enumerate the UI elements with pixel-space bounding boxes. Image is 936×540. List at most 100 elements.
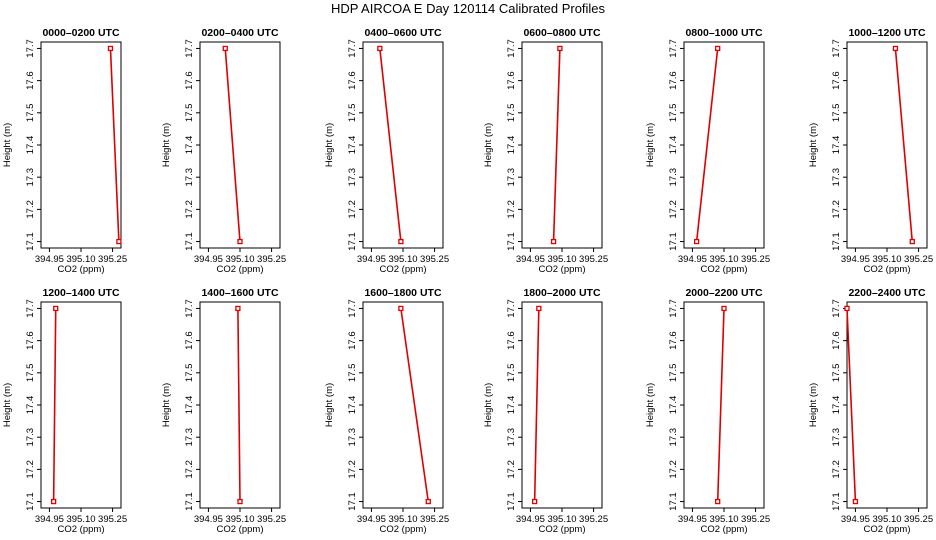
panel-9: 1600–1800 UTC 394.95 395.10 395.25 17.1 17.2 1… (324, 287, 449, 535)
panel-11-y-tick-label-2: 17.2 (668, 460, 679, 479)
panel-12-x-tick-label-1: 394.95 (841, 514, 870, 525)
panel-10-x-tick-label-1: 394.95 (516, 514, 545, 525)
panel-11-x-tick-label-3: 395.25 (741, 514, 770, 525)
panel-8-x-tick-label-3: 395.25 (257, 514, 286, 525)
panel-12-x-axis-label: CO2 (ppm) (864, 524, 911, 535)
panel-9-y-tick-label-4: 17.4 (347, 396, 358, 415)
panel-4: 0600–0800 UTC 394.95 395.10 395.25 17.1 17.2 1… (483, 27, 608, 275)
panel-9-title: 1600–1800 UTC (364, 287, 441, 299)
panel-8-point-2 (237, 498, 243, 505)
panel-2-point-1 (222, 45, 228, 52)
panel-6-point-1 (892, 45, 899, 52)
panel-11-point-1 (721, 305, 727, 312)
panel-4-title: 0600–0800 UTC (523, 27, 600, 39)
panel-8-x-axis-label: CO2 (ppm) (217, 524, 264, 535)
panel-8-y-tick-label-2: 17.2 (184, 460, 195, 479)
panel-11-y-tick-label-7: 17.7 (668, 299, 679, 318)
panel-5: 0800–1000 UTC 394.95 395.10 395.25 17.1 17.2 1… (645, 27, 770, 275)
panel-2-x-tick-label-3: 395.25 (257, 254, 286, 265)
panel-4-y-tick-label-5: 17.5 (506, 104, 517, 123)
panel-7-x-axis-label: CO2 (ppm) (58, 524, 105, 535)
panel-8-y-tick-label-3: 17.3 (184, 428, 195, 447)
panel-10-y-axis-label: Height (m) (483, 383, 494, 427)
panel-5-x-tick-label-1: 394.95 (678, 254, 707, 265)
panel-6-x-axis-label: CO2 (ppm) (864, 264, 911, 275)
panel-12-y-tick-label-7: 17.7 (831, 299, 842, 318)
panel-9-y-tick-label-3: 17.3 (347, 428, 358, 447)
panel-2-x-tick-label-2: 395.10 (225, 254, 254, 265)
panel-2-y-tick-label-7: 17.7 (184, 39, 195, 58)
panel-4-y-tick-label-3: 17.3 (506, 168, 517, 187)
panel-3-title: 0400–0600 UTC (364, 27, 441, 39)
panel-1-x-tick-label-1: 394.95 (35, 254, 64, 265)
panel-10-y-tick-label-3: 17.3 (506, 428, 517, 447)
panel-3-series-line (379, 48, 402, 242)
panel-1-point-1 (107, 45, 114, 52)
panel-2-x-axis-label: CO2 (ppm) (217, 264, 264, 275)
panel-6-x-tick-label-2: 395.10 (872, 254, 901, 265)
panel-3-x-axis-label: CO2 (ppm) (380, 264, 427, 275)
panel-3-y-tick-label-4: 17.4 (347, 136, 358, 155)
panel-12-y-tick-label-6: 17.6 (831, 331, 842, 350)
panel-7-y-tick-label-2: 17.2 (25, 460, 36, 479)
panel-7-title: 1200–1400 UTC (42, 287, 119, 299)
panel-6-y-tick-label-3: 17.3 (831, 168, 842, 187)
panel-4-x-tick-label-3: 395.25 (579, 254, 608, 265)
panel-11-y-axis-label: Height (m) (645, 383, 656, 427)
panel-7-y-tick-label-1: 17.1 (25, 492, 36, 511)
panel-7-x-tick-label-3: 395.25 (98, 514, 127, 525)
panel-12-y-axis-label: Height (m) (808, 383, 819, 427)
panel-3-y-tick-label-7: 17.7 (347, 39, 358, 58)
panel-8-y-tick-label-6: 17.6 (184, 331, 195, 350)
panel-10-series-line (533, 308, 540, 502)
panel-5-y-tick-label-7: 17.7 (668, 39, 679, 58)
panel-2-y-tick-label-4: 17.4 (184, 136, 195, 155)
panel-5-y-tick-label-6: 17.6 (668, 71, 679, 90)
panel-5-series-line (695, 48, 719, 242)
panel-7-point-1 (53, 305, 59, 312)
panel-7-y-tick-label-7: 17.7 (25, 299, 36, 318)
panel-3-point-2 (398, 238, 404, 245)
panel-6-y-axis-label: Height (m) (808, 123, 819, 167)
panel-11-x-axis-label: CO2 (ppm) (701, 524, 748, 535)
panel-12: 2200–2400 UTC 394.95 395.10 395.25 17.1 17.2 1… (808, 287, 933, 535)
panel-5-x-tick-label-3: 395.25 (741, 254, 770, 265)
panel-3-x-tick-label-1: 394.95 (357, 254, 386, 265)
panel-6: 1000–1200 UTC 394.95 395.10 395.25 17.1 17.2 1… (808, 27, 933, 275)
panel-10-point-2 (531, 498, 538, 505)
panel-9-x-axis-label: CO2 (ppm) (380, 524, 427, 535)
panel-2-y-tick-label-3: 17.3 (184, 168, 195, 187)
panel-1-title: 0000–0200 UTC (42, 27, 119, 39)
panel-9-y-tick-label-1: 17.1 (347, 492, 358, 511)
panel-10-y-tick-label-4: 17.4 (506, 396, 517, 415)
panel-8-y-tick-label-1: 17.1 (184, 492, 195, 511)
panel-2-title: 0200–0400 UTC (201, 27, 278, 39)
panel-10-point-1 (536, 305, 542, 312)
panel-11-y-tick-label-1: 17.1 (668, 492, 679, 511)
panel-11: 2000–2200 UTC 394.95 395.10 395.25 17.1 17.2 1… (645, 287, 770, 535)
panel-1-y-tick-label-6: 17.6 (25, 71, 36, 90)
panel-8-point-1 (235, 305, 241, 312)
main-title: HDP AIRCOA E Day 120114 Calibrated Profi… (331, 1, 606, 16)
panel-12-x-tick-label-3: 395.25 (904, 514, 933, 525)
panel-2-y-axis-label: Height (m) (161, 123, 172, 167)
panel-10: 1800–2000 UTC 394.95 395.10 395.25 17.1 17.2 1… (483, 287, 608, 535)
panel-12-title: 2200–2400 UTC (848, 287, 925, 299)
panel-10-y-tick-label-5: 17.5 (506, 364, 517, 383)
panel-9-series-line (400, 308, 430, 502)
panel-4-y-tick-label-6: 17.6 (506, 71, 517, 90)
panel-5-y-tick-label-3: 17.3 (668, 168, 679, 187)
panel-11-point-2 (715, 498, 721, 505)
panel-3-y-tick-label-3: 17.3 (347, 168, 358, 187)
panel-4-y-tick-label-7: 17.7 (506, 39, 517, 58)
panel-8-y-axis-label: Height (m) (161, 383, 172, 427)
panel-8-x-tick-label-1: 394.95 (194, 514, 223, 525)
panel-3-y-axis-label: Height (m) (324, 123, 335, 167)
panel-6-y-tick-label-2: 17.2 (831, 200, 842, 219)
panel-7-y-tick-label-5: 17.5 (25, 364, 36, 383)
panel-7-x-tick-label-1: 394.95 (35, 514, 64, 525)
panel-1-y-tick-label-4: 17.4 (25, 136, 36, 155)
panel-1-x-tick-label-3: 395.25 (98, 254, 127, 265)
